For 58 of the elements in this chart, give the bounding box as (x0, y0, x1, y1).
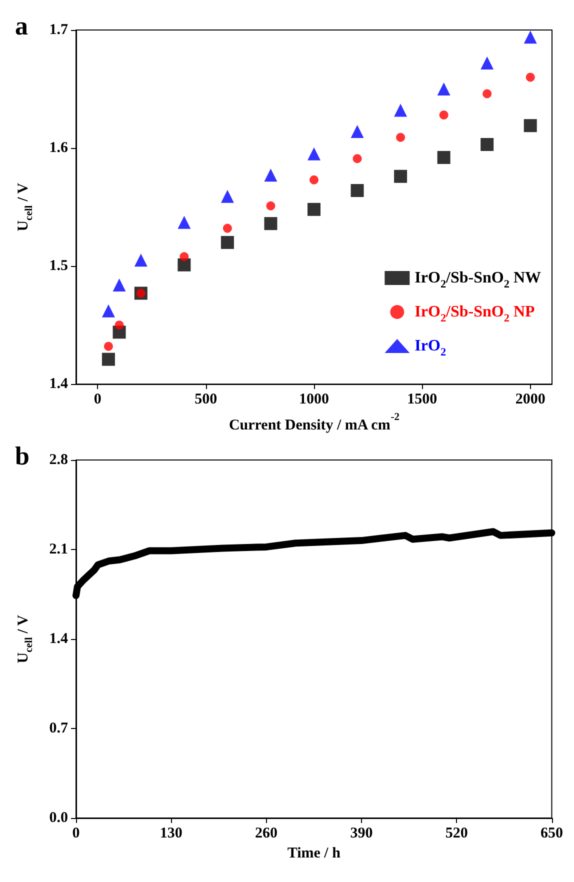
y-tick-label: 0.7 (49, 720, 68, 736)
point (396, 132, 406, 142)
point (480, 138, 494, 151)
x-tick-label: 500 (194, 392, 218, 408)
point (264, 217, 278, 230)
point (308, 202, 320, 216)
point (352, 154, 362, 164)
x-tick-label: 1000 (299, 392, 329, 408)
x-tick-label: 260 (255, 826, 278, 842)
x-tick-label: 0 (72, 826, 80, 842)
point (178, 258, 191, 272)
point (178, 216, 191, 229)
y-tick-label: 1.6 (49, 140, 68, 156)
point (180, 252, 189, 262)
y-axis-title: Ucell / V (16, 182, 35, 232)
point (220, 236, 234, 249)
x-tick-label: 390 (350, 826, 373, 842)
x-tick-label: 1500 (407, 392, 438, 408)
point (394, 104, 408, 117)
x-tick-label: 130 (160, 826, 182, 842)
x-axis-title: Time / h (287, 845, 342, 862)
point (222, 224, 232, 233)
point (524, 119, 537, 132)
point (264, 168, 278, 182)
chart-title: a (15, 12, 28, 40)
y-tick-label: 1.4 (49, 376, 68, 392)
chart-title: b (15, 442, 30, 470)
y-tick-label: 1.4 (49, 631, 68, 647)
point (439, 110, 448, 120)
point (437, 82, 450, 96)
point (482, 89, 492, 98)
point (102, 304, 115, 318)
point (134, 254, 148, 267)
x-tick-label: 2000 (515, 392, 546, 408)
point (350, 184, 364, 198)
point (114, 320, 124, 330)
point (526, 72, 535, 82)
point (350, 125, 364, 138)
y-tick-label: 1.5 (49, 258, 68, 274)
y-tick-label: 0.0 (49, 810, 68, 826)
y-axis-title: Ucell / V (16, 614, 35, 664)
y-tick-label: 2.8 (49, 452, 68, 468)
point (266, 201, 276, 210)
point (437, 150, 450, 164)
point (394, 170, 408, 183)
point (104, 342, 113, 351)
point (480, 56, 494, 70)
point (524, 30, 537, 44)
point (102, 352, 115, 366)
x-tick-label: 0 (94, 392, 102, 408)
point (308, 147, 320, 160)
point (112, 278, 126, 292)
y-tick-label: 1.7 (49, 22, 68, 38)
point (220, 190, 234, 203)
point (310, 175, 318, 184)
x-tick-label: 520 (445, 826, 468, 842)
y-tick-label: 2.1 (49, 542, 68, 558)
x-tick-label: 650 (540, 826, 563, 842)
